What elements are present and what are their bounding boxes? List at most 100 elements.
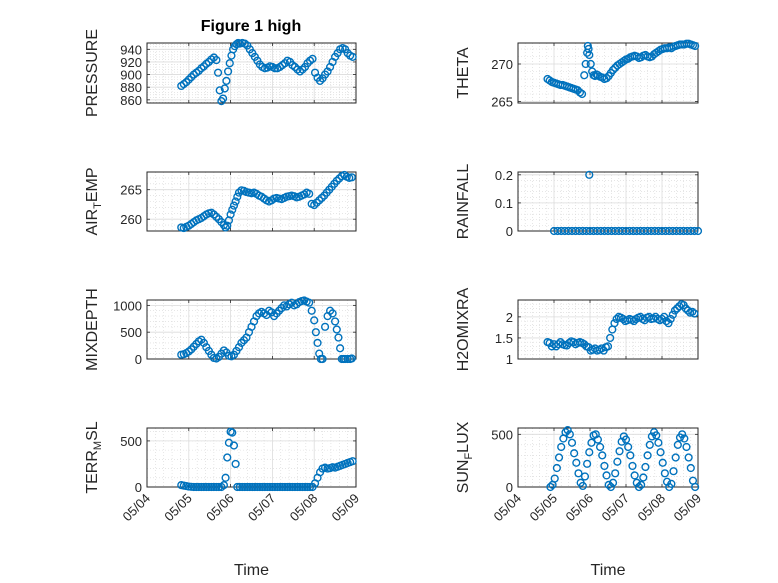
data-point [240,482,249,492]
data-point [223,67,233,76]
data-point [690,309,699,318]
data-point [570,449,579,458]
data-point [212,55,221,65]
data-point [303,59,312,68]
data-point [233,482,242,492]
data-point [563,426,572,435]
y-axis-label: H2OMIXRA [455,287,472,371]
data-point [298,65,307,74]
data-point [634,482,644,492]
data-point [626,451,635,460]
data-point [336,344,345,353]
data-point [654,438,663,447]
data-point [204,482,213,492]
data-point [647,432,657,441]
data-point [690,226,699,236]
data-point [673,440,682,449]
data-point [214,482,223,492]
data-point [343,49,352,58]
data-point [182,78,191,87]
y-tick-label: 920 [120,55,142,70]
data-point [250,482,259,492]
data-point [308,54,317,63]
data-point [280,59,290,68]
data-point [238,482,247,492]
data-point [218,94,228,103]
data-point [580,71,589,80]
data-point [608,478,618,487]
y-tick-label: 265 [491,95,513,110]
data-point [557,442,566,452]
data-point [280,482,290,492]
data-point [554,453,564,462]
data-point [613,457,622,466]
y-axis-label: THETA [455,47,472,99]
data-point [604,480,613,489]
data-point [585,50,594,60]
data-point [606,333,615,343]
data-point [225,59,234,68]
data-point [684,453,693,462]
subplot-mixdepth: 0 500 1000 MIXDEPTH [84,288,357,371]
data-point [347,354,356,363]
axes-box [517,42,699,104]
data-point [598,451,607,460]
x-tick-label: 05/07 [599,491,633,525]
x-tick-label: 05/05 [161,491,195,525]
x-tick-label: 05/07 [245,491,279,525]
data-point [680,434,689,443]
data-point [641,462,650,472]
data-point [586,59,595,69]
data-point [682,442,691,452]
y-tick-label: 265 [120,183,142,198]
y-tick-label: 260 [120,212,142,227]
data-point [320,322,330,331]
axes-background [518,172,698,231]
data-point [681,304,690,313]
data-point [318,354,327,364]
data-point [194,66,203,75]
data-point [204,57,213,67]
data-point [688,307,697,316]
data-point [220,84,229,93]
data-point [245,482,254,492]
data-point [232,40,241,49]
data-point [253,482,262,492]
y-tick-label: 0 [506,224,513,239]
data-point [315,196,324,205]
data-point [611,469,620,478]
data-point [657,314,667,324]
data-point [235,482,244,492]
y-tick-label: 0.1 [495,196,513,211]
data-point [209,53,218,62]
y-tick-label: 0 [506,480,513,495]
y-axis-label: SUNFLUX [455,421,475,493]
data-point [581,59,590,69]
data-point [334,333,343,342]
data-point [275,482,285,492]
y-tick-label: 500 [491,427,513,442]
data-point [231,459,240,469]
y-tick-label: 860 [120,93,142,108]
data-point [561,428,570,437]
data-point [310,316,319,325]
data-point [199,482,208,492]
axes-box [517,299,699,360]
data-point [670,306,680,315]
data-point [305,298,314,307]
data-point [202,482,211,492]
y-tick-label: 1.5 [495,331,513,346]
data-point [311,328,320,337]
data-point [617,437,626,446]
data-point [255,482,264,492]
data-point [307,306,316,315]
data-point [546,482,555,492]
y-tick-label: 270 [491,57,513,72]
data-point [209,482,218,492]
data-point [187,73,196,82]
data-point [602,471,611,480]
data-point [228,205,237,214]
subplot-terr-msl: 0 500 05/04 05/05 05/06 05/07 05/08 05/09 TERRMS… [84,421,362,579]
subplot-h2omixra: 1 1.5 2 H2OMIXRA [455,287,699,371]
